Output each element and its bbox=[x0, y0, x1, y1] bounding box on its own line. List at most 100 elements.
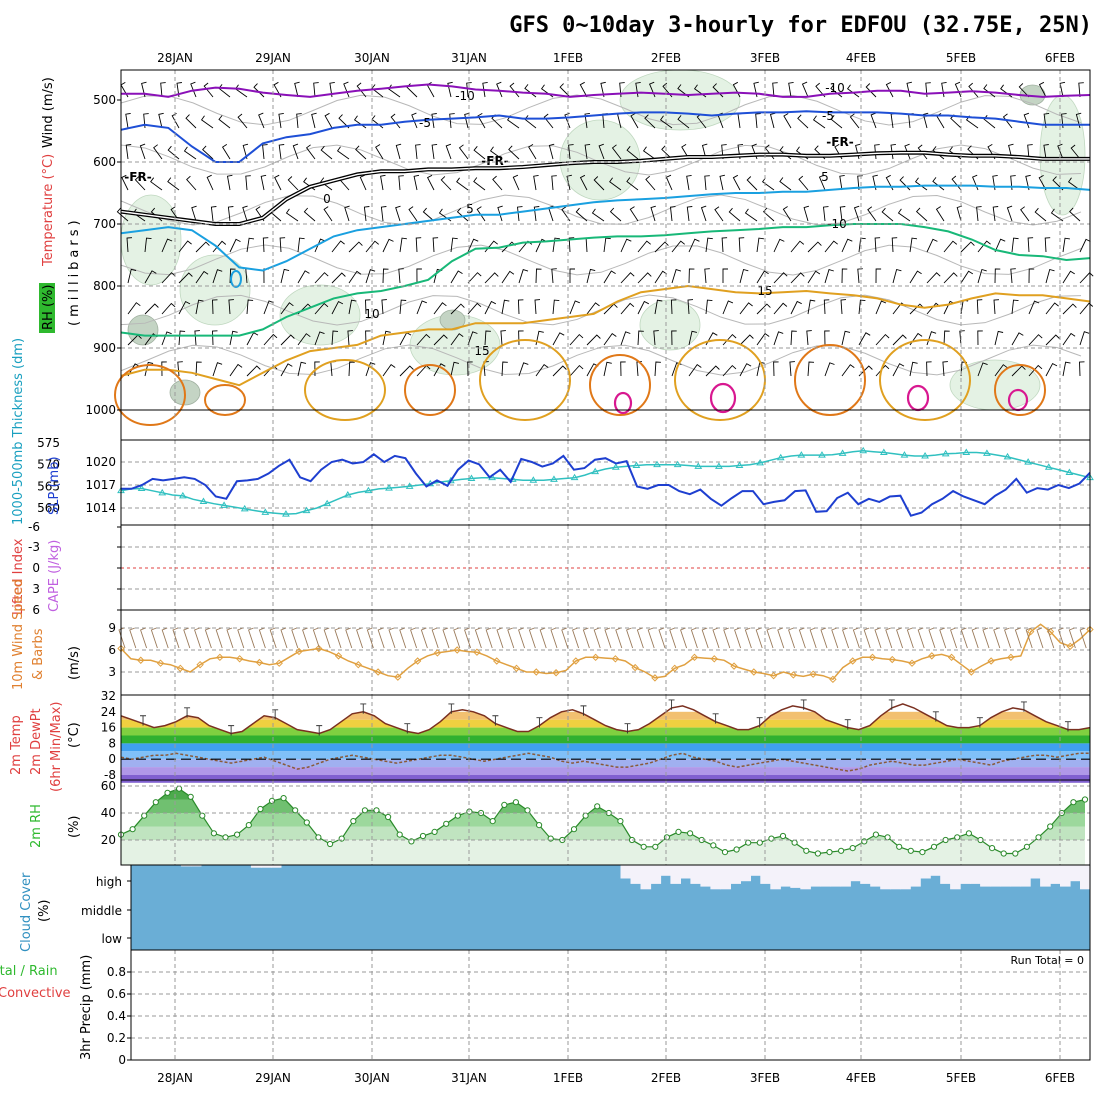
rh2m-marker bbox=[373, 807, 380, 814]
wind-barb bbox=[1028, 268, 1035, 284]
wind-barb bbox=[600, 81, 606, 98]
wind-barb bbox=[416, 300, 427, 315]
rh-band bbox=[121, 813, 1085, 827]
wind-barb bbox=[363, 206, 370, 222]
wind-barb bbox=[994, 364, 1008, 377]
wind-barb bbox=[1062, 270, 1075, 284]
wind-barb bbox=[153, 144, 163, 160]
wind-barb bbox=[356, 82, 367, 98]
wind-barb bbox=[497, 205, 503, 222]
wind10m-marker bbox=[552, 669, 560, 677]
wind-barb bbox=[841, 364, 855, 377]
temp-band bbox=[121, 735, 1090, 744]
wind-barb bbox=[1027, 237, 1034, 253]
temp-tick: 8 bbox=[108, 736, 116, 750]
wind-barb bbox=[535, 268, 542, 284]
wind-barb bbox=[415, 237, 422, 253]
date-label-top: 1FEB bbox=[553, 51, 583, 65]
dewpt2m-label: 2m DewPt bbox=[29, 708, 44, 775]
wind10m-barb bbox=[550, 627, 558, 649]
wind-barb bbox=[161, 238, 173, 253]
wind-barb bbox=[789, 361, 795, 377]
rh2m-marker bbox=[222, 834, 229, 841]
rh2m-marker bbox=[396, 831, 403, 838]
date-label-bottom: 3FEB bbox=[750, 1071, 780, 1085]
wind-barb bbox=[125, 112, 131, 129]
wind10m-barb bbox=[258, 627, 266, 649]
high-cloud-gap bbox=[970, 865, 981, 884]
high-cloud-gap bbox=[860, 865, 871, 884]
thickness-marker bbox=[900, 451, 909, 458]
thickness-marker bbox=[137, 484, 146, 491]
wind-barb bbox=[719, 174, 725, 191]
high-cloud-gap bbox=[1080, 865, 1091, 890]
wind-barb bbox=[253, 83, 265, 98]
wind-barb bbox=[867, 206, 877, 222]
wind10m-barb bbox=[593, 627, 601, 649]
precip-tick: 0 bbox=[118, 1053, 126, 1067]
wind-barb bbox=[484, 300, 497, 315]
wind-barb bbox=[297, 270, 310, 284]
wind-barb bbox=[365, 330, 371, 346]
minmax-whisker bbox=[976, 717, 983, 728]
wind10m-marker bbox=[611, 655, 620, 663]
wind-barb bbox=[824, 362, 835, 377]
rh-shade bbox=[179, 254, 251, 326]
wind-barb bbox=[398, 268, 404, 284]
y-tick-label: 500 bbox=[93, 93, 116, 107]
wind10m-barb bbox=[820, 627, 828, 649]
wind-barb bbox=[738, 237, 745, 253]
high-cloud-gap bbox=[1000, 865, 1011, 887]
rh2m-marker bbox=[1012, 850, 1019, 857]
wind10m-marker bbox=[829, 675, 837, 684]
thickness-marker bbox=[797, 451, 806, 458]
wind10m-marker bbox=[1066, 642, 1074, 651]
wind-barb bbox=[739, 334, 754, 346]
wind-barb bbox=[909, 237, 918, 253]
wind-barb bbox=[637, 240, 651, 253]
wind-barb bbox=[355, 145, 367, 160]
rh2m-marker bbox=[280, 795, 287, 802]
thickness-marker bbox=[199, 497, 208, 504]
wind-barb bbox=[212, 299, 218, 315]
wind-barb bbox=[968, 82, 979, 98]
high-cloud-gap bbox=[630, 865, 642, 884]
wind-barb bbox=[190, 81, 197, 98]
wind10m-marker bbox=[769, 671, 778, 680]
wind-barb bbox=[891, 237, 898, 253]
wind10m-barb bbox=[1014, 627, 1022, 649]
wind-barb bbox=[701, 143, 708, 160]
date-label-top: 6FEB bbox=[1045, 51, 1075, 65]
wind-barb bbox=[176, 82, 182, 98]
thickness-marker bbox=[467, 474, 476, 482]
wind10m-barb bbox=[939, 627, 947, 649]
wind-barb bbox=[619, 82, 625, 98]
high-cloud-gap bbox=[770, 865, 781, 890]
wind-barb bbox=[575, 207, 588, 222]
wind10m-barb bbox=[237, 627, 245, 649]
wind10m-barb bbox=[528, 627, 536, 649]
high-cloud-gap bbox=[790, 865, 801, 888]
rh2m-marker bbox=[896, 843, 903, 850]
wind-barb bbox=[670, 206, 676, 222]
cloud-level-label: low bbox=[102, 932, 123, 946]
rh2m-marker bbox=[919, 849, 926, 856]
wind10m-marker bbox=[453, 646, 461, 654]
isotherm-label: 0 bbox=[323, 192, 331, 206]
thickness-tick: 565 bbox=[37, 479, 60, 493]
slp-line bbox=[121, 453, 1091, 517]
wind-barb bbox=[1020, 206, 1030, 222]
wind-barb bbox=[126, 237, 133, 253]
wind-barb bbox=[1045, 334, 1060, 346]
thickness-marker bbox=[859, 446, 868, 454]
thickness-marker bbox=[838, 449, 847, 456]
minmax-whisker bbox=[888, 699, 895, 710]
wind-barb bbox=[246, 237, 255, 253]
wind-barb bbox=[721, 237, 728, 253]
rh-contour bbox=[120, 144, 1082, 176]
wind-barb bbox=[739, 302, 753, 315]
rh-shade bbox=[1039, 94, 1086, 216]
wind-barb bbox=[637, 330, 644, 346]
wind-barb bbox=[125, 144, 132, 160]
wind-barb bbox=[790, 272, 805, 284]
